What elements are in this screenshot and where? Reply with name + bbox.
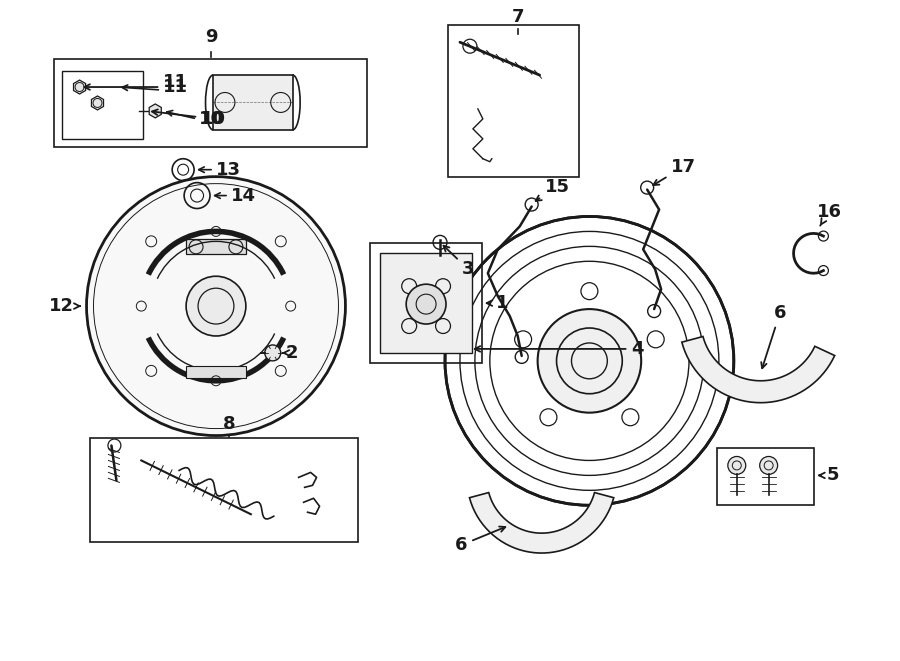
Bar bbox=[186, 366, 246, 378]
Bar bbox=[61, 71, 143, 139]
Bar bbox=[54, 59, 367, 147]
Circle shape bbox=[728, 457, 746, 475]
Text: 9: 9 bbox=[205, 28, 217, 46]
Bar bbox=[381, 253, 472, 353]
Polygon shape bbox=[470, 492, 614, 553]
Bar bbox=[213, 75, 292, 130]
Circle shape bbox=[186, 276, 246, 336]
Text: 8: 8 bbox=[222, 414, 235, 432]
Text: 11: 11 bbox=[163, 73, 188, 91]
Polygon shape bbox=[74, 80, 86, 94]
Circle shape bbox=[406, 284, 446, 324]
Text: 14: 14 bbox=[231, 186, 256, 204]
Text: 1: 1 bbox=[487, 294, 508, 312]
Bar bbox=[89, 438, 358, 542]
Text: 5: 5 bbox=[819, 467, 839, 485]
Bar bbox=[186, 239, 246, 254]
Bar bbox=[717, 447, 814, 505]
Text: 13: 13 bbox=[216, 161, 241, 178]
Circle shape bbox=[760, 457, 778, 475]
Circle shape bbox=[537, 309, 641, 412]
Bar bbox=[370, 243, 482, 363]
Circle shape bbox=[265, 345, 281, 361]
Circle shape bbox=[86, 176, 346, 436]
Text: 7: 7 bbox=[511, 9, 524, 26]
Text: 6: 6 bbox=[455, 527, 505, 554]
Text: 4: 4 bbox=[474, 340, 644, 358]
Polygon shape bbox=[682, 336, 834, 403]
Text: 16: 16 bbox=[816, 202, 842, 225]
Text: 3: 3 bbox=[444, 246, 474, 278]
Text: 2: 2 bbox=[283, 344, 298, 362]
Bar bbox=[448, 25, 580, 176]
Text: 17: 17 bbox=[653, 158, 696, 185]
Text: 12: 12 bbox=[49, 297, 80, 315]
Text: 10: 10 bbox=[199, 110, 224, 128]
Text: 10: 10 bbox=[152, 110, 226, 128]
Text: 15: 15 bbox=[536, 178, 570, 201]
Text: 6: 6 bbox=[761, 304, 786, 368]
Polygon shape bbox=[92, 96, 104, 110]
Polygon shape bbox=[149, 104, 161, 118]
Text: 11: 11 bbox=[85, 78, 188, 96]
Circle shape bbox=[445, 217, 734, 505]
